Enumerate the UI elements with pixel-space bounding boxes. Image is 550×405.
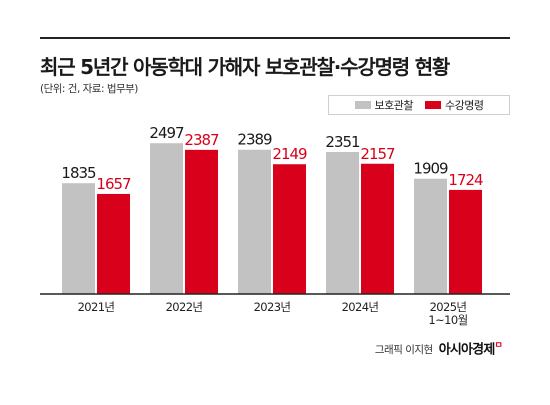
x-tick-label-1: 2021년 [78,300,115,314]
chart-title: 최근 5년간 아동학대 가해자 보호관찰·수강명령 현황 [40,55,450,79]
bar-1-3 [238,149,271,294]
bar-2-1 [97,193,130,294]
bar-2-4 [361,163,394,294]
x-tick-label-4: 2024년 [342,300,379,314]
data-label-2-2: 2387 [184,131,219,149]
legend-item-series-1: 보호관찰 [354,97,414,113]
publisher-logo: 아시아경제ㅁ [438,338,503,358]
x-tick-label-2: 2022년 [166,300,203,314]
top-rule [40,37,510,39]
bar-1-2 [150,143,183,294]
data-label-2-4: 2157 [360,145,395,163]
legend-swatch-series-1 [354,101,371,109]
x-tick-label-3: 2023년 [254,300,291,314]
legend-label-series-2: 수강명령 [445,99,484,112]
legend-label-series-1: 보호관찰 [374,99,414,112]
bar-2-3 [273,164,306,294]
x-tick-label-5-line-1: 2025년 [430,300,467,314]
bar-1-4 [326,152,359,294]
legend-swatch-series-2 [425,101,441,109]
bar-1-5 [414,178,447,294]
data-label-1-1: 1835 [61,164,96,182]
data-label-1-2: 2497 [149,124,184,142]
bar-2-5 [449,189,482,294]
infographic-frame: 최근 5년간 아동학대 가해자 보호관찰·수강명령 현황 (단위: 건, 자료:… [40,37,510,382]
bar-2-2 [185,149,218,294]
credit-line: 그래픽 이지현 아시아경제ㅁ [374,338,503,358]
publisher-name: 아시아경제 [438,342,496,358]
unit-source-note: (단위: 건, 자료: 법무부) [40,83,138,95]
data-label-1-5: 1909 [413,160,448,178]
data-label-2-3: 2149 [272,145,307,163]
chart-legend: 보호관찰 수강명령 [328,95,510,115]
logo-mark-icon: ㅁ [494,341,503,351]
data-label-1-3: 2389 [237,131,272,149]
legend-item-series-2: 수강명령 [425,97,484,113]
data-label-2-5: 1724 [448,171,483,189]
graphic-byline: 그래픽 이지현 [374,344,433,357]
bar-1-1 [62,183,95,294]
data-label-2-1: 1657 [96,175,131,193]
x-tick-label-5-line-2: 1~10월 [428,313,467,327]
data-label-1-4: 2351 [325,133,360,151]
